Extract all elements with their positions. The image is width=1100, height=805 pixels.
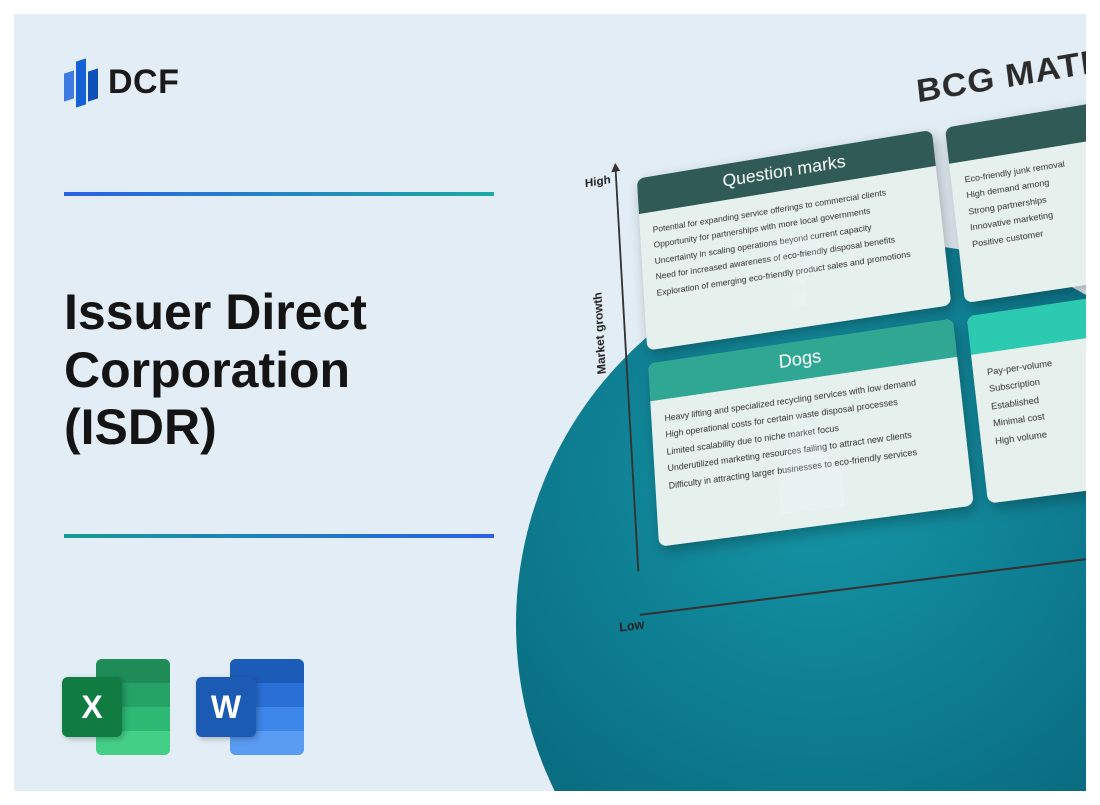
divider-top	[64, 192, 494, 196]
logo-bars-icon	[64, 54, 98, 110]
logo-text: DCF	[108, 63, 179, 102]
excel-badge: X	[62, 677, 122, 737]
bcg-matrix: BCG MATRIX High Low Market growth Market…	[602, 37, 1086, 645]
y-axis-high-label: High	[585, 173, 611, 190]
question-marks-card: Question marks Potential for expanding s…	[637, 130, 952, 351]
matrix-title: BCG MATRIX	[915, 35, 1086, 110]
infographic-canvas: DCF Issuer Direct Corporation (ISDR) X W…	[14, 14, 1086, 791]
word-badge: W	[196, 677, 256, 737]
cash-cows-card: Pay-per-volume Subscription Established …	[967, 279, 1086, 503]
stars-card: Eco-friendly junk removal High demand am…	[945, 88, 1086, 303]
excel-icon: X	[62, 655, 170, 759]
page-title: Issuer Direct Corporation (ISDR)	[64, 284, 494, 457]
y-axis-low-label: Low	[619, 616, 645, 634]
file-icons-row: X W	[62, 655, 304, 759]
x-axis	[640, 539, 1086, 616]
word-icon: W	[196, 655, 304, 759]
matrix-cards: Question marks Potential for expanding s…	[637, 88, 1086, 547]
divider-bottom	[64, 534, 494, 538]
bcg-matrix-wrap: BCG MATRIX High Low Market growth Market…	[606, 74, 1086, 614]
y-axis	[615, 170, 640, 572]
dogs-card: Dogs Heavy lifting and specialized recyc…	[648, 318, 974, 546]
y-axis-label: Market growth	[591, 291, 609, 375]
dcf-logo: DCF	[64, 54, 179, 110]
